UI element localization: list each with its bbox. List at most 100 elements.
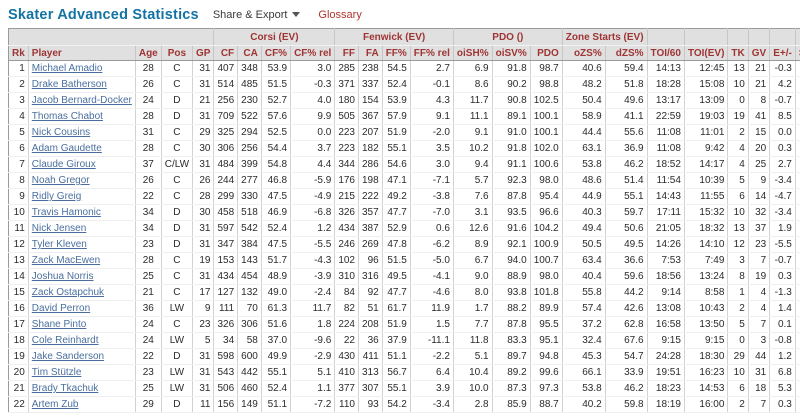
cell-pos: C <box>161 61 192 77</box>
player-link[interactable]: Cole Reinhardt <box>32 335 99 346</box>
column-header-oisv[interactable]: oiSV% <box>492 46 530 61</box>
cell-ff: 53.9 <box>382 93 410 109</box>
column-header-e[interactable]: E+/- <box>770 46 796 61</box>
cell-gp: 31 <box>193 221 214 237</box>
column-header-gv[interactable]: GV <box>748 46 769 61</box>
cell-toi-ev: 14:53 <box>684 381 727 397</box>
column-header-ff[interactable]: FF% <box>382 46 410 61</box>
player-link[interactable]: Jacob Bernard-Docker <box>32 95 132 106</box>
player-link[interactable]: Tyler Kleven <box>32 239 87 250</box>
column-header-satt[interactable]: SAtt. <box>795 46 800 61</box>
cell-ff-rel: -2.0 <box>410 125 453 141</box>
cell-toi-ev: 16:00 <box>684 397 727 413</box>
cell-ff: 223 <box>335 125 359 141</box>
column-header-ff-rel[interactable]: FF% rel <box>410 46 453 61</box>
column-header-age[interactable]: Age <box>135 46 161 61</box>
share-export-button[interactable]: Share & Export <box>213 9 301 21</box>
player-link[interactable]: Jake Sanderson <box>32 351 104 362</box>
column-header-player[interactable]: Player <box>28 46 135 61</box>
cell-ff: 434 <box>335 221 359 237</box>
cell-ff: 49.5 <box>382 269 410 285</box>
group-header-corsi-ev: Corsi (EV) <box>214 29 335 46</box>
cell-rk: 16 <box>9 301 29 317</box>
player-link[interactable]: Nick Cousins <box>32 127 90 138</box>
group-header-zone-starts-ev: Zone Starts (EV) <box>562 29 647 46</box>
column-header-fa[interactable]: FA <box>359 46 383 61</box>
player-link[interactable]: Adam Gaudette <box>32 143 102 154</box>
cell-age: 34 <box>135 221 161 237</box>
player-link[interactable]: David Perron <box>32 303 90 314</box>
player-link[interactable]: Shane Pinto <box>32 319 87 330</box>
cell-cf: 256 <box>214 93 238 109</box>
cell-rk: 9 <box>9 189 29 205</box>
player-link[interactable]: Artem Zub <box>32 399 79 410</box>
cell-toi-ev: 9:42 <box>684 141 727 157</box>
cell-player: Nick Cousins <box>28 125 135 141</box>
cell-gv: 9 <box>748 173 769 189</box>
cell-oish: 1.7 <box>453 301 492 317</box>
group-header-blank <box>748 29 769 46</box>
cell-oish: 11.7 <box>453 93 492 109</box>
column-header-cf-rel[interactable]: CF% rel <box>291 46 335 61</box>
player-link[interactable]: Joshua Norris <box>32 271 94 282</box>
cell-ozs: 44.4 <box>562 125 605 141</box>
cell-dzs: 51.4 <box>605 173 647 189</box>
cell-ff: 285 <box>335 61 359 77</box>
cell-ff: 47.8 <box>382 237 410 253</box>
cell-oish: 6.9 <box>453 61 492 77</box>
cell-e: -5.5 <box>770 237 796 253</box>
cell-fa: 337 <box>359 77 383 93</box>
player-link[interactable]: Claude Giroux <box>32 159 96 170</box>
cell-toi-60: 11:08 <box>647 125 684 141</box>
cell-cf-rel: 5.1 <box>291 365 335 381</box>
player-link[interactable]: Tim Stützle <box>32 367 82 378</box>
column-header-pos[interactable]: Pos <box>161 46 192 61</box>
player-link[interactable]: Michael Amadio <box>32 63 103 74</box>
cell-toi-60: 11:54 <box>647 173 684 189</box>
column-header-toi-ev[interactable]: TOI(EV) <box>684 46 727 61</box>
cell-player: Zack Ostapchuk <box>28 285 135 301</box>
cell-oish: 3.1 <box>453 205 492 221</box>
cell-cf: 54.4 <box>261 141 290 157</box>
group-header-blank <box>647 29 684 46</box>
cell-age: 22 <box>135 189 161 205</box>
player-link[interactable]: Ridly Greig <box>32 191 81 202</box>
cell-oisv: 87.3 <box>492 381 530 397</box>
column-header-oish[interactable]: oiSH% <box>453 46 492 61</box>
player-link[interactable]: Noah Gregor <box>32 175 90 186</box>
cell-fa: 238 <box>359 61 383 77</box>
player-link[interactable]: Brady Tkachuk <box>32 383 99 394</box>
column-header-pdo[interactable]: PDO <box>530 46 562 61</box>
cell-pdo: 98.7 <box>530 61 562 77</box>
cell-ca: 384 <box>238 237 262 253</box>
column-header-rk[interactable]: Rk <box>9 46 29 61</box>
column-header-ff[interactable]: FF <box>335 46 359 61</box>
player-link[interactable]: Nick Jensen <box>32 223 86 234</box>
cell-rk: 11 <box>9 221 29 237</box>
cell-oisv: 91.1 <box>492 157 530 173</box>
cell-gv: 41 <box>748 109 769 125</box>
column-header-tk[interactable]: TK <box>728 46 748 61</box>
column-header-dzs[interactable]: dZS% <box>605 46 647 61</box>
column-header-gp[interactable]: GP <box>193 46 214 61</box>
cell-fa: 367 <box>359 109 383 125</box>
cell-e: 0.3 <box>770 397 796 413</box>
player-link[interactable]: Drake Batherson <box>32 79 107 90</box>
player-link[interactable]: Thomas Chabot <box>32 111 103 122</box>
column-header-cf[interactable]: CF% <box>261 46 290 61</box>
column-header-cf[interactable]: CF <box>214 46 238 61</box>
cell-oisv: 89.7 <box>492 349 530 365</box>
column-header-ca[interactable]: CA <box>238 46 262 61</box>
player-link[interactable]: Zack MacEwen <box>32 255 100 266</box>
column-header-ozs[interactable]: oZS% <box>562 46 605 61</box>
cell-ff-rel: -0.1 <box>410 77 453 93</box>
cell-ca: 330 <box>238 189 262 205</box>
column-header-toi-60[interactable]: TOI/60 <box>647 46 684 61</box>
player-link[interactable]: Zack Ostapchuk <box>32 287 104 298</box>
cell-ff-rel: -4.1 <box>410 269 453 285</box>
cell-rk: 12 <box>9 237 29 253</box>
cell-cf: 52.4 <box>261 221 290 237</box>
glossary-link[interactable]: Glossary <box>318 9 361 21</box>
player-link[interactable]: Travis Hamonic <box>32 207 101 218</box>
